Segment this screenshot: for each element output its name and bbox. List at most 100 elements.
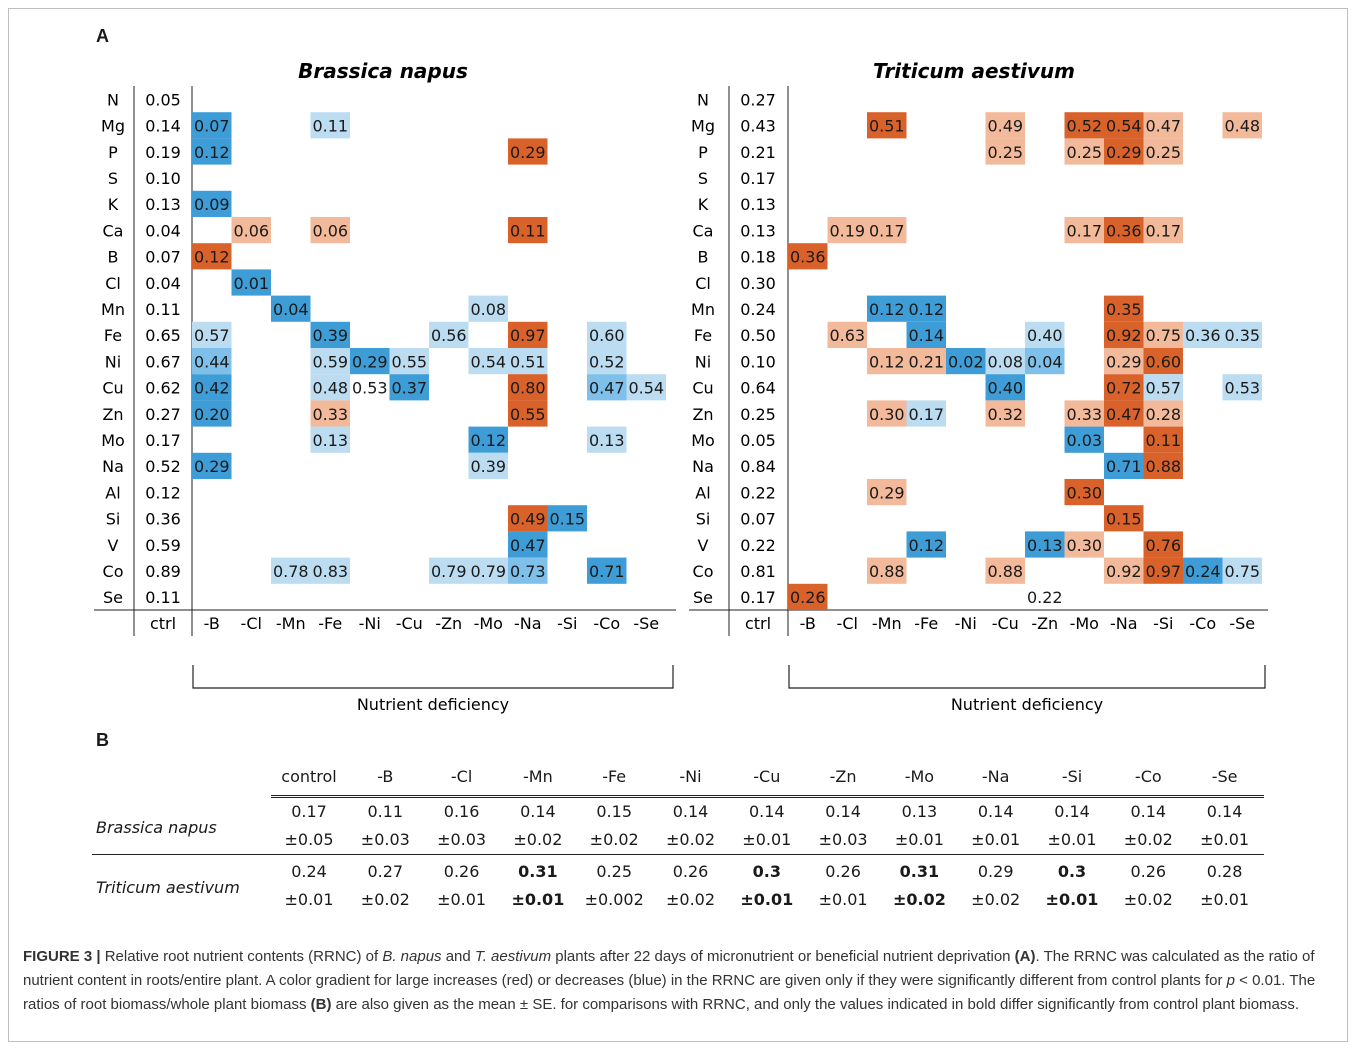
heatmap-column-label: -Mn [872,614,902,633]
heatmap-cell-value: 0.88 [869,562,905,581]
table-mean-cell: 0.14 [1130,802,1167,821]
heatmap-cell-value: 0.40 [987,379,1023,398]
heatmap-cell [468,452,508,479]
heatmap-cell-value: 0.56 [431,326,467,345]
heatmap-ctrl-value: 0.04 [145,221,181,240]
heatmap-cell [827,321,867,348]
heatmap-row-label: Mg [101,117,125,136]
heatmap-ctrl-value: 0.17 [740,169,776,188]
caption-text-6: are also given as the mean ± SE. for com… [331,996,1300,1013]
heatmap-cell [1183,557,1223,584]
heatmap-cell-value: 0.06 [312,221,348,240]
heatmap-ctrl-value: 0.43 [740,117,776,136]
heatmap-cell [1143,321,1183,348]
table-mean-cell: 0.3 [752,862,781,881]
heatmap-cell [946,348,986,375]
heatmap-ctrl-value: 0.13 [145,195,181,214]
table-se-cell: ±0.01 [971,830,1021,849]
heatmap-cell [867,295,907,322]
biomass-table: control -B -Cl -Mn -Fe -Ni -Cu -Zn -Mo -Na -Si -Co -… [0,755,1357,925]
heatmap-cell-value: 0.09 [194,195,230,214]
table-header-cell: -Fe [602,767,627,786]
heatmap-cell [310,112,350,139]
heatmap-cell-value: 0.79 [470,562,506,581]
table-header-cell: -Cu [753,767,781,786]
heatmap-ctrl-value: 0.64 [740,379,776,398]
caption-p: p [1226,972,1235,989]
table-se-cell: ±0.01 [437,890,487,909]
heatmap-column-label: -Si [557,614,577,633]
table-se-cell: ±0.02 [1123,890,1173,909]
heatmap-cell-value: 0.73 [510,562,546,581]
heatmap-cell-value: 0.14 [908,326,944,345]
heatmap-cell-value: 0.47 [1106,405,1142,424]
heatmap-row-label: Ca [103,221,124,240]
heatmap-cell [1025,321,1065,348]
table-se-cell: ±0.02 [665,890,716,909]
heatmap-cell [1143,348,1183,375]
heatmap-row-label: Mn [101,300,125,319]
heatmap-cell-value: 0.97 [510,326,546,345]
heatmap-cell [1104,505,1144,532]
heatmap-cell [1064,400,1104,427]
heatmap-column-label: -Mo [1070,614,1099,633]
heatmap-cell-value: 0.25 [1145,143,1181,162]
table-se-cell: ±0.01 [1200,830,1250,849]
heatmap-cell-value: 0.52 [1066,117,1102,136]
heatmap-cell-value: 0.92 [1106,326,1142,345]
panel-a-label: A [96,26,109,46]
heatmap-cell-value: 0.20 [194,405,230,424]
heatmap-ctrl-value: 0.27 [145,405,181,424]
heatmap-ctrl-value: 0.81 [740,562,776,581]
heatmap-cell-value: 0.48 [1224,117,1260,136]
table-se-cell: ±0.03 [360,830,410,849]
heatmap-cell-value: 0.54 [1106,117,1142,136]
heatmap-cell-value: 0.29 [352,352,388,371]
heatmap-cell [271,295,311,322]
heatmap-column-label: -Na [514,614,542,633]
table-se-cell: ±0.01 [894,830,944,849]
heatmap-ctrl-value: 0.10 [145,169,181,188]
table-header-cell: -Si [1061,767,1083,786]
heatmap-cell-value: 0.51 [510,352,546,371]
heatmap-cell-value: 0.25 [987,143,1023,162]
heatmap-cell [985,400,1025,427]
heatmap-cell-value: 0.12 [869,300,905,319]
heatmap-cell-value: 0.92 [1106,562,1142,581]
heatmap-cell-value: 0.54 [470,352,506,371]
heatmap-ctrl-value: 0.18 [740,248,776,267]
table-mean-cell: 0.25 [596,862,632,881]
heatmap-cell-value: 0.01 [233,274,269,293]
heatmap-ctrl-value: 0.36 [145,510,181,529]
heatmap-ctrl-value: 0.13 [740,221,776,240]
heatmap-cell [192,138,232,165]
heatmap-column-label: ctrl [150,614,176,633]
heatmap-cell [508,400,548,427]
heatmap-cell-value: 0.06 [233,221,269,240]
heatmap-bracket-taestivum [788,665,1266,689]
heatmap-cell [867,112,907,139]
heatmap-cell-value: 0.28 [1145,405,1181,424]
heatmap-cell-value: 0.24 [1185,562,1221,581]
heatmap-cell-value: 0.71 [589,562,625,581]
heatmap-cell-value: 0.15 [549,510,585,529]
heatmap-column-label: -Zn [1031,614,1058,633]
heatmap-cell [508,138,548,165]
table-se-cell: ±0.01 [740,890,794,909]
heatmap-cell [867,400,907,427]
table-se-cell: ±0.02 [513,830,563,849]
table-mean-cell: 0.14 [520,802,556,821]
heatmap-cell [508,348,548,375]
heatmap-cell [1222,112,1262,139]
heatmap-column-label: -Cu [992,614,1019,633]
heatmap-cell [192,112,232,139]
heatmap-cell-value: 0.35 [1106,300,1142,319]
heatmap-cell [867,557,907,584]
heatmap-cell [1104,348,1144,375]
heatmap-cell-value: 0.75 [1224,562,1260,581]
heatmap-cell [231,269,271,296]
heatmap-cell-value: 0.17 [869,221,905,240]
table-se-cell: ±0.02 [971,890,1021,909]
heatmap-cell [429,557,469,584]
